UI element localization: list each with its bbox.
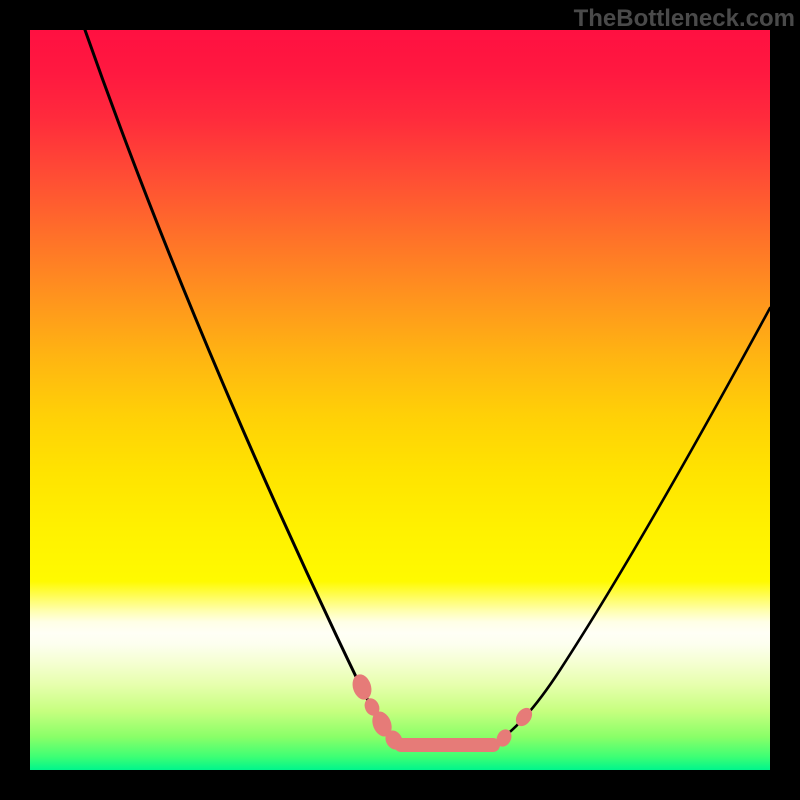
frame-bottom: [0, 770, 800, 800]
frame-left: [0, 0, 30, 800]
gradient-background: [30, 30, 770, 770]
chart-svg: [0, 0, 800, 800]
frame-right: [770, 0, 800, 800]
chart-root: TheBottleneck.com: [0, 0, 800, 800]
watermark-text: TheBottleneck.com: [574, 5, 795, 33]
